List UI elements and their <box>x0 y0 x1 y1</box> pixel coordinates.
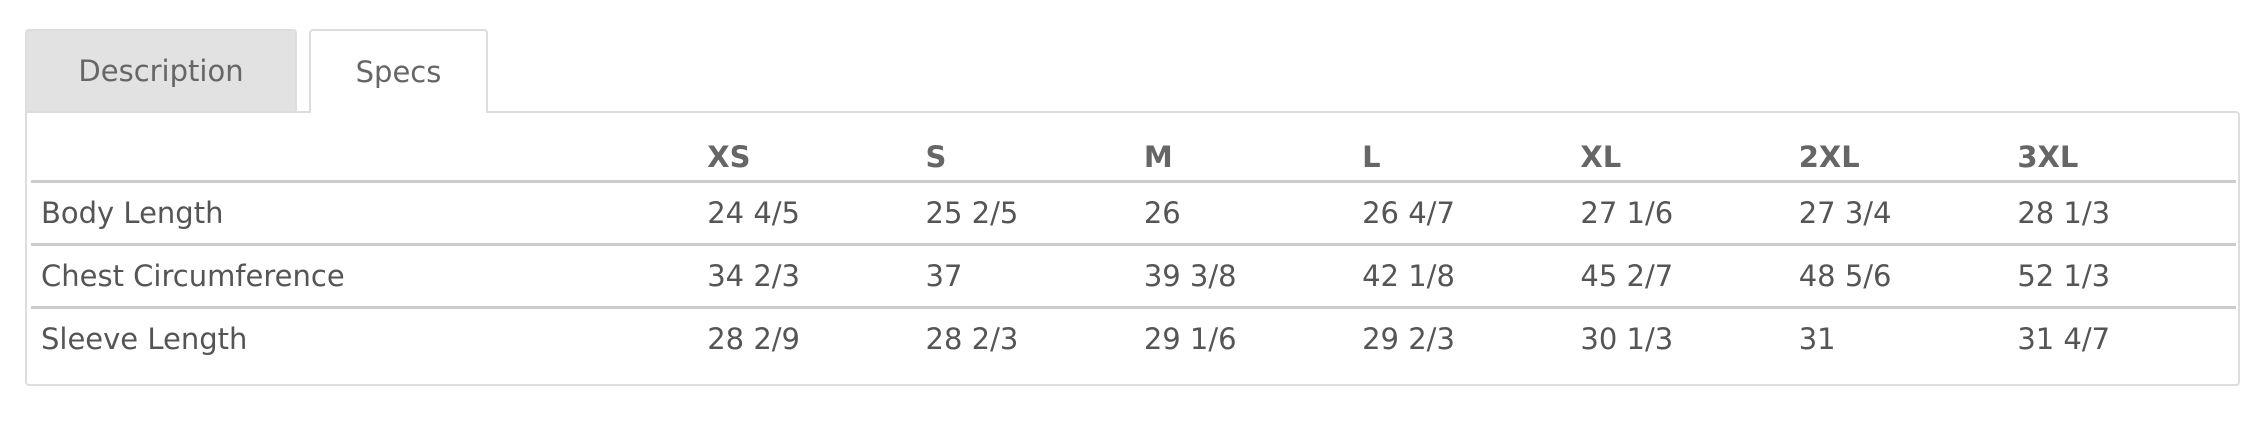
column-header-xs: XS <box>707 139 751 174</box>
column-header <box>31 123 707 181</box>
column-header-m: M <box>1143 139 1173 174</box>
table-cell: 34 2/3 <box>707 258 801 293</box>
table-cell: 39 3/8 <box>1143 258 1237 293</box>
column-header-3xl: 3XL <box>2017 139 2079 174</box>
table-cell: 26 <box>1143 195 1181 230</box>
table-cell: 24 4/5 <box>707 195 801 230</box>
table-cell: 27 1/6 <box>1580 195 1674 230</box>
table-cell: 28 2/3 <box>925 321 1019 356</box>
table-cell: 52 1/3 <box>2017 258 2111 293</box>
table-cell: 26 4/7 <box>1362 195 1455 230</box>
table-cell: 42 1/8 <box>1362 258 1455 293</box>
row-label: Body Length <box>41 195 224 230</box>
specs-panel: XS S M L XL 2XL 3XL Body Length 24 4/5 25 … <box>25 111 2240 386</box>
table-cell: 31 4/7 <box>2017 321 2111 356</box>
tab-label: Specs <box>355 55 442 89</box>
tab-specs[interactable]: Specs <box>309 29 488 113</box>
table-cell: 25 2/5 <box>925 195 1019 230</box>
table-row: Body Length 24 4/5 25 2/5 26 26 4/7 27 1/6 27 … <box>31 181 2236 244</box>
table-cell: 45 2/7 <box>1580 258 1674 293</box>
column-header-xl: XL <box>1580 139 1622 174</box>
table-cell: 29 2/3 <box>1362 321 1455 356</box>
table-cell: 37 <box>925 258 963 293</box>
column-header-s: S <box>925 139 947 174</box>
tab-description[interactable]: Description <box>25 29 297 111</box>
tab-label: Description <box>78 54 244 88</box>
table-cell: 29 1/6 <box>1143 321 1237 356</box>
table-cell: 27 3/4 <box>1798 195 1892 230</box>
table-cell: 31 <box>1798 321 1836 356</box>
table-cell: 30 1/3 <box>1580 321 1674 356</box>
size-chart-table: XS S M L XL 2XL 3XL Body Length 24 4/5 25 … <box>31 123 2236 369</box>
table-row: Chest Circumference 34 2/3 37 39 3/8 42 1/8 4… <box>31 244 2236 307</box>
row-label: Chest Circumference <box>41 258 345 293</box>
column-header-2xl: 2XL <box>1798 139 1860 174</box>
table-row: Sleeve Length 28 2/9 28 2/3 29 1/6 29 2/3 30 … <box>31 307 2236 369</box>
table-cell: 28 1/3 <box>2017 195 2111 230</box>
column-header-l: L <box>1362 139 1381 174</box>
table-header-row: XS S M L XL 2XL 3XL <box>31 123 2236 181</box>
table-cell: 28 2/9 <box>707 321 801 356</box>
table-cell: 48 5/6 <box>1798 258 1892 293</box>
row-label: Sleeve Length <box>41 321 248 356</box>
